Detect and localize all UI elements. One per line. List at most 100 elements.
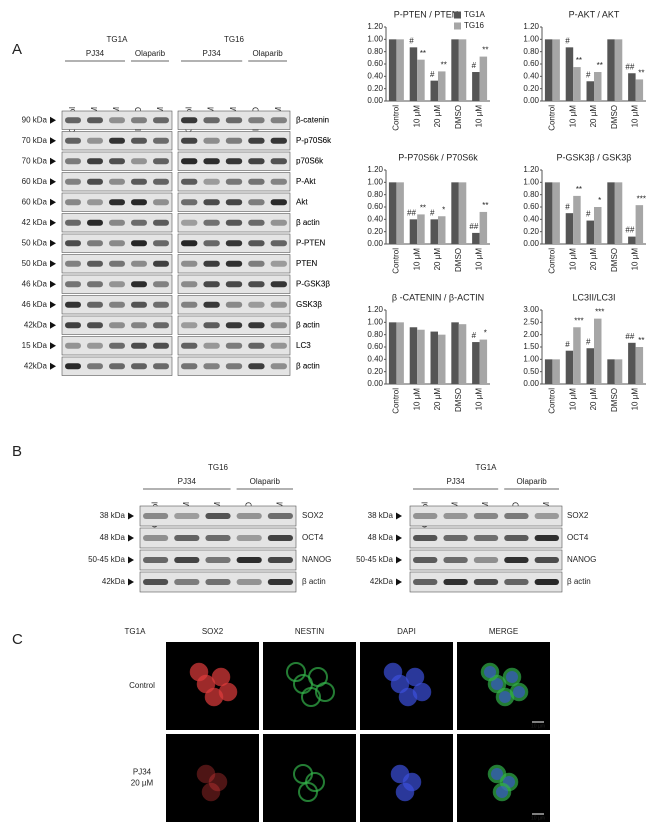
scale-bar-label: 10 µm <box>531 723 545 729</box>
band <box>203 199 220 206</box>
significance-label: ** <box>482 46 488 55</box>
band <box>203 137 220 144</box>
significance-label: # <box>409 36 414 45</box>
cell <box>189 662 209 682</box>
protein-label: β actin <box>296 218 320 227</box>
bar <box>544 359 553 384</box>
bar <box>552 182 560 244</box>
channel-label: MERGE <box>489 627 518 636</box>
scale-bar-label: 10 µm <box>531 815 545 821</box>
y-tick-label: 1.00 <box>367 34 383 43</box>
cell <box>301 687 321 707</box>
cell-nucleus <box>484 666 496 678</box>
cell <box>383 662 403 682</box>
protein-label: β-catenin <box>296 115 329 124</box>
size-label: 42kDa <box>102 577 126 586</box>
band <box>131 363 147 370</box>
band <box>413 535 438 541</box>
band <box>203 219 220 226</box>
protein-label: NANOG <box>302 555 331 564</box>
band <box>181 137 198 144</box>
band <box>270 178 287 185</box>
band <box>413 513 438 519</box>
bar <box>430 219 438 244</box>
protein-label: Akt <box>296 197 308 206</box>
band <box>109 322 125 329</box>
band <box>504 579 529 585</box>
band <box>205 513 231 519</box>
row-label: 20 µM <box>131 779 154 788</box>
band <box>225 281 243 288</box>
band <box>65 219 81 226</box>
band <box>203 260 220 267</box>
bar <box>396 182 404 244</box>
band <box>270 342 287 349</box>
y-tick-label: 0.00 <box>523 379 539 388</box>
protein-label: PTEN <box>296 259 318 268</box>
y-tick-label: 1.20 <box>523 165 539 174</box>
protein-label: P-p70S6k <box>296 136 332 145</box>
significance-label: ## <box>625 62 634 71</box>
bar <box>388 322 397 384</box>
protein-label: OCT4 <box>567 533 589 542</box>
treatment-label: PJ34 <box>178 477 197 486</box>
band <box>248 322 265 329</box>
arrowhead <box>396 512 402 520</box>
x-tick-label: 10 µM <box>631 388 640 411</box>
y-tick-label: 0.00 <box>523 239 539 248</box>
band <box>225 158 243 165</box>
band <box>203 342 220 349</box>
bar <box>438 334 446 384</box>
y-tick-label: 0.60 <box>367 202 383 211</box>
band <box>153 117 169 124</box>
band <box>270 199 287 206</box>
band <box>131 301 147 308</box>
size-label: 70 kDa <box>22 136 48 145</box>
band <box>205 535 231 541</box>
band <box>203 322 220 329</box>
bar <box>451 322 459 384</box>
x-tick-label: DMSO <box>454 388 463 412</box>
band <box>443 513 468 519</box>
significance-label: ** <box>576 56 582 65</box>
y-tick-label: 1.00 <box>367 317 383 326</box>
cell <box>208 772 228 792</box>
band <box>248 260 265 267</box>
significance-label: ## <box>625 332 634 341</box>
arrowhead <box>128 512 134 520</box>
bar <box>565 213 574 244</box>
band <box>248 117 265 124</box>
band <box>270 260 287 267</box>
channel-label: SOX2 <box>202 627 224 636</box>
significance-label: # <box>565 36 570 45</box>
cell-nucleus <box>506 671 518 683</box>
y-tick-label: 1.20 <box>523 22 539 31</box>
treatment-label: PJ34 <box>86 49 105 58</box>
y-tick-label: 1.00 <box>523 354 539 363</box>
significance-label: ## <box>625 226 634 235</box>
band <box>109 240 125 247</box>
cell-line-label: TG1A <box>125 627 147 636</box>
cell <box>298 782 318 802</box>
x-tick-label: Control <box>548 105 557 131</box>
protein-label: β actin <box>296 361 320 370</box>
band <box>267 513 293 519</box>
chart-title: P-GSK3β / GSK3β <box>557 152 632 162</box>
band <box>131 281 147 288</box>
y-tick-label: 0.40 <box>523 214 539 223</box>
band <box>225 219 243 226</box>
size-label: 50-45 kDa <box>88 555 125 564</box>
arrowhead <box>50 137 56 145</box>
bar <box>628 342 636 384</box>
band <box>203 158 220 165</box>
band <box>270 240 287 247</box>
blot-strip <box>61 213 173 233</box>
cell-nucleus <box>499 691 511 703</box>
protein-label: SOX2 <box>567 511 589 520</box>
band <box>534 579 559 585</box>
protein-label: OCT4 <box>302 533 324 542</box>
bar <box>586 348 594 384</box>
band <box>473 513 499 519</box>
band <box>267 535 293 541</box>
arrowhead <box>50 280 56 288</box>
